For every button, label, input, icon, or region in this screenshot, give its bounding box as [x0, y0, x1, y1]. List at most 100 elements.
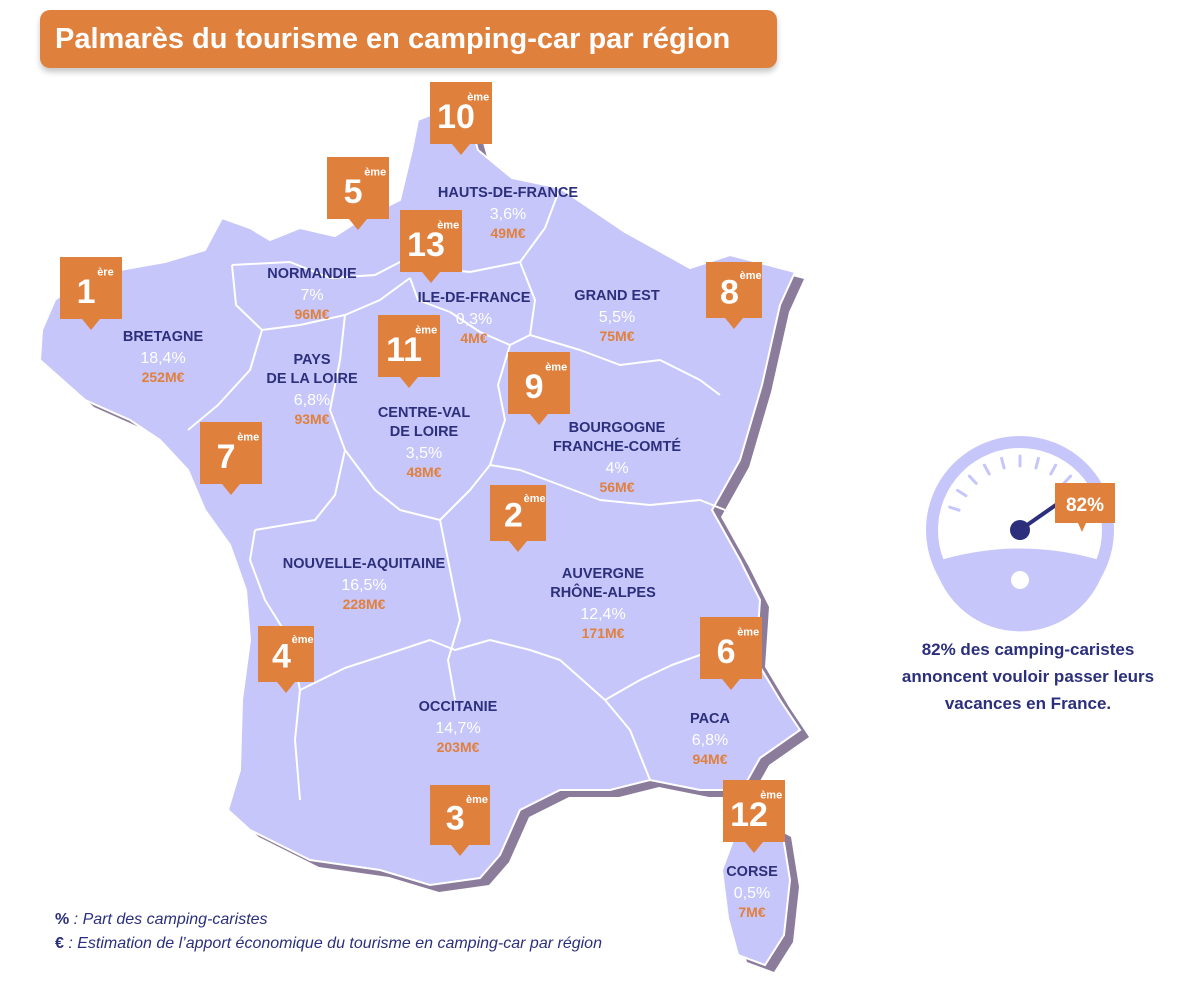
region-name: PAYS — [293, 352, 330, 368]
region-label-grand-est: GRAND EST 5,5% 75M€ — [574, 288, 660, 344]
marker-pointer — [422, 272, 440, 283]
rank-suffix: ème — [364, 167, 386, 179]
marker-pointer — [745, 842, 763, 853]
legend-text: : Estimation de l’apport économique du t… — [63, 935, 602, 952]
region-labels: HAUTS-DE-FRANCE 3,6% 49M€ NORMANDIE 7% 96M€ IL… — [123, 185, 778, 920]
map-land — [38, 106, 802, 967]
marker-box — [258, 626, 314, 682]
region-label-corse: CORSE 0,5% 7M€ — [726, 864, 778, 920]
region-name: OCCITANIE — [419, 699, 498, 715]
region-name: GRAND EST — [574, 288, 660, 304]
rank-number: 8 — [720, 273, 739, 311]
legend-item-euro: € : Estimation de l’apport économique du… — [55, 932, 602, 956]
rank-suffix: ème — [545, 362, 567, 374]
stat-line: vacances en France. — [944, 694, 1112, 713]
rank-number: 1 — [77, 273, 96, 311]
rank-suffix: ème — [760, 790, 782, 802]
gauge-tick — [948, 505, 961, 512]
rank-suffix: ème — [437, 220, 459, 232]
region-share: 0,5% — [734, 885, 770, 902]
region-share: 3,6% — [490, 206, 526, 223]
marker-box — [60, 257, 122, 319]
region-revenue: 96M€ — [294, 306, 329, 322]
rank-suffix: ère — [97, 267, 114, 279]
page-title: Palmarès du tourisme en camping-car par … — [40, 10, 777, 68]
rank-number: 13 — [407, 226, 445, 264]
region-revenue: 48M€ — [406, 464, 441, 480]
marker-pointer — [82, 319, 100, 330]
region-share: 0,3% — [456, 311, 492, 328]
marker-box — [400, 210, 462, 272]
gauge-fill — [934, 548, 1106, 632]
gauge-tick — [1049, 463, 1058, 476]
marker-box — [430, 82, 492, 144]
region-revenue: 94M€ — [692, 751, 727, 767]
gauge-value: 82% — [1066, 495, 1104, 516]
marker-pointer — [452, 144, 470, 155]
region-revenue: 93M€ — [294, 411, 329, 427]
legend-item-percent: % : Part des camping-caristes — [55, 908, 602, 932]
marker-box — [327, 157, 389, 219]
rank-number: 7 — [217, 438, 236, 476]
rank-marker-grand-est: 8 ème — [706, 262, 762, 329]
marker-box — [700, 617, 762, 679]
gauge: 82% — [926, 436, 1115, 632]
marker-pointer — [451, 845, 469, 856]
region-share: 4% — [605, 460, 628, 477]
gauge-dot — [1011, 571, 1029, 589]
region-name: FRANCHE-COMTÉ — [553, 438, 681, 455]
rank-suffix: ème — [466, 794, 488, 806]
gauge-tick — [967, 474, 978, 485]
region-share: 3,5% — [406, 445, 442, 462]
region-name: NOUVELLE-AQUITAINE — [283, 556, 446, 572]
region-share: 6,8% — [294, 392, 330, 409]
region-name: CORSE — [726, 864, 778, 880]
rank-marker-nouvelle-aquitaine: 2 ème — [490, 485, 546, 552]
rank-suffix: ème — [237, 432, 259, 444]
region-label-nouvelle-aquitaine: NOUVELLE-AQUITAINE 16,5% 228M€ — [283, 556, 446, 612]
region-name: HAUTS-DE-FRANCE — [438, 185, 578, 201]
stat-line: 82% des camping-caristes — [921, 640, 1135, 659]
region-name: DE LOIRE — [390, 424, 459, 440]
region-revenue: 7M€ — [738, 904, 765, 920]
region-label-occitanie: OCCITANIE 14,7% 203M€ — [419, 699, 498, 755]
gauge-tick — [1000, 456, 1006, 470]
marker-box — [490, 485, 546, 541]
gauge-tick — [1034, 456, 1040, 470]
marker-box — [200, 422, 262, 484]
rank-number: 10 — [437, 98, 475, 136]
region-label-centre-val-de-loire: CENTRE-VAL DE LOIRE 3,5% 48M€ — [378, 405, 471, 480]
rank-number: 11 — [386, 331, 422, 369]
region-share: 5,5% — [599, 309, 635, 326]
legend-text: : Part des camping-caristes — [69, 911, 268, 928]
region-label-bretagne: BRETAGNE 18,4% 252M€ — [123, 329, 204, 385]
rank-suffix: ème — [737, 627, 759, 639]
region-revenue: 171M€ — [582, 625, 625, 641]
region-share: 14,7% — [435, 720, 480, 737]
region-label-ile-de-france: ILE-DE-FRANCE 0,3% 4M€ — [418, 290, 531, 346]
marker-box — [430, 785, 490, 845]
rank-suffix: ème — [524, 493, 546, 505]
region-name: DE LA LOIRE — [266, 371, 358, 387]
statistic-text: 82% des camping-caristes annoncent voulo… — [878, 636, 1178, 717]
legend-symbol: € — [55, 935, 64, 952]
region-borders — [187, 187, 739, 801]
region-share: 6,8% — [692, 732, 728, 749]
marker-pointer — [509, 541, 527, 552]
rank-number: 6 — [717, 633, 736, 671]
region-share: 7% — [300, 287, 323, 304]
region-revenue: 4M€ — [460, 330, 487, 346]
rank-suffix: ème — [292, 634, 314, 646]
legend-symbol: % — [55, 911, 70, 928]
rank-suffix: ème — [740, 270, 762, 282]
marker-box — [723, 780, 785, 842]
marker-pointer — [725, 318, 743, 329]
marker-pointer — [277, 682, 295, 693]
